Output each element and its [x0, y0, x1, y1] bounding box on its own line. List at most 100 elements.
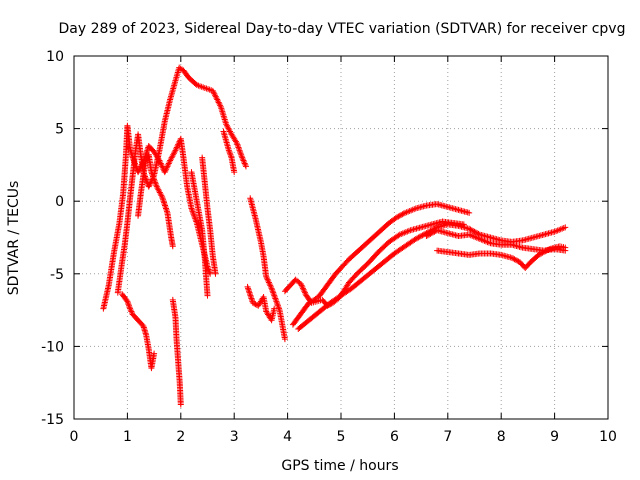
data-point: [234, 143, 241, 150]
data-point: [251, 300, 258, 307]
data-point: [212, 93, 219, 100]
data-point: [166, 158, 173, 165]
data-point: [212, 270, 219, 277]
data-point: [227, 151, 234, 158]
data-point: [270, 289, 277, 296]
data-point: [427, 230, 434, 237]
data-point: [239, 156, 246, 163]
data-point: [400, 210, 407, 217]
data-point: [271, 292, 278, 299]
data-point: [272, 295, 279, 302]
data-point: [158, 192, 165, 199]
data-point: [161, 169, 168, 176]
data-point: [143, 157, 150, 164]
data-point: [171, 148, 178, 155]
data-point: [272, 296, 279, 303]
data-point: [511, 256, 518, 263]
data-point: [274, 302, 281, 309]
data-point: [193, 218, 200, 225]
data-point: [174, 143, 181, 150]
data-point: [148, 169, 155, 176]
data-point: [281, 336, 288, 343]
data-point: [512, 257, 519, 264]
y-tick-label: 0: [55, 194, 64, 210]
data-point: [301, 288, 308, 295]
data-point: [562, 224, 569, 231]
data-point: [538, 250, 545, 257]
y-tick-label: 5: [55, 122, 64, 138]
data-point: [158, 161, 165, 168]
data-point: [163, 166, 170, 173]
data-point: [305, 299, 312, 306]
x-tick-label: 2: [176, 429, 185, 445]
data-point: [149, 172, 156, 179]
data-point: [190, 211, 197, 218]
series-arc-j: [244, 283, 278, 324]
data-point: [430, 229, 437, 236]
data-point: [204, 292, 211, 299]
data-point: [267, 282, 274, 289]
data-point: [162, 167, 169, 174]
data-point: [466, 209, 473, 216]
data-point: [212, 92, 219, 99]
data-point: [308, 298, 315, 305]
data-point: [165, 160, 172, 167]
data-point: [159, 163, 166, 170]
data-point: [470, 227, 477, 234]
data-point: [157, 160, 164, 167]
data-point: [275, 304, 282, 311]
chart-title: Day 289 of 2023, Sidereal Day-to-day VTE…: [59, 21, 626, 37]
x-tick-label: 1: [123, 429, 132, 445]
data-point: [267, 283, 274, 290]
series-arc-n: [423, 227, 569, 254]
series-arc-f: [188, 169, 211, 299]
data-point: [266, 280, 273, 287]
data-point: [431, 228, 438, 235]
data-point: [150, 174, 157, 181]
data-point: [216, 100, 223, 107]
data-point: [297, 280, 304, 287]
data-point: [124, 299, 131, 306]
data-point: [146, 182, 153, 189]
data-point: [514, 257, 521, 264]
data-point: [263, 273, 270, 280]
data-point: [191, 212, 198, 219]
data-point: [265, 279, 272, 286]
data-point: [536, 251, 543, 258]
data-point: [467, 226, 474, 233]
data-point: [147, 180, 154, 187]
data-point: [543, 247, 550, 254]
data-point: [510, 255, 517, 262]
data-point: [234, 141, 241, 148]
axis-ticks: 0 1 2 3 4 5 6 7 8 9 10 10 5 0 -5 -10 -15: [41, 49, 617, 445]
data-point: [126, 302, 133, 309]
data-point: [271, 294, 278, 301]
data-point: [273, 298, 280, 305]
x-tick-label: 0: [70, 429, 79, 445]
data-point: [151, 177, 158, 184]
data-point: [274, 301, 281, 308]
data-point: [420, 231, 427, 238]
data-point: [424, 232, 431, 239]
data-point: [466, 225, 473, 232]
data-point: [414, 235, 421, 242]
data-point: [163, 164, 170, 171]
data-point: [125, 301, 132, 308]
series-arc-b: [114, 64, 249, 296]
data-point: [214, 98, 221, 105]
data-point: [127, 307, 134, 314]
data-point: [191, 214, 198, 221]
data-point: [173, 145, 180, 152]
series-arc-i: [247, 195, 288, 343]
data-point: [426, 231, 433, 238]
data-point: [398, 211, 405, 218]
data-point: [264, 276, 271, 283]
series-arc-m: [295, 221, 569, 332]
x-tick-label: 8: [497, 429, 506, 445]
data-point: [298, 282, 305, 289]
series-arc-l: [289, 201, 473, 328]
x-tick-label: 10: [599, 429, 617, 445]
x-tick-label: 3: [230, 429, 239, 445]
data-point: [124, 298, 131, 305]
